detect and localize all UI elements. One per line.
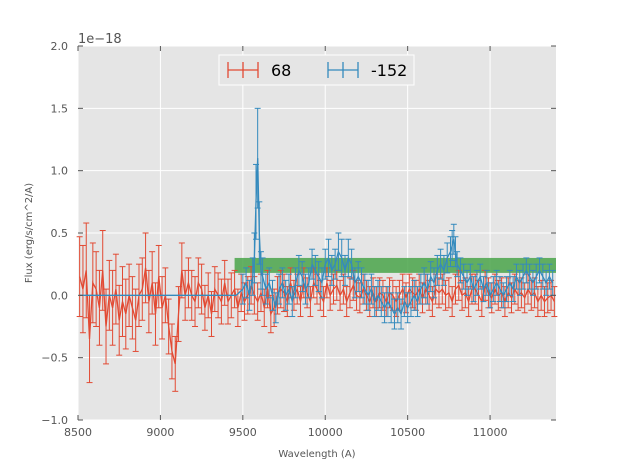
x-tick-label: 9500 (229, 426, 257, 439)
x-tick-label: 11000 (473, 426, 508, 439)
legend: 68 -152 (218, 54, 415, 86)
series-line (78, 267, 555, 365)
axis-ticks (77, 45, 556, 421)
y-tick-labels: −1.0 −0.5 0.0 0.5 1.0 1.5 2.0 (41, 40, 68, 427)
x-tick-label: 9000 (146, 426, 174, 439)
y-axis-label: Flux (erg/s/cm^2/A) (24, 183, 35, 283)
y-offset-label: 1e−18 (78, 32, 122, 47)
y-tick-label: −0.5 (41, 352, 68, 365)
legend-label: -152 (371, 61, 407, 80)
x-axis-label: Wavelength (A) (278, 449, 355, 460)
legend-entry-2: -152 (327, 61, 407, 80)
series-line (79, 158, 554, 316)
legend-label: 68 (271, 61, 291, 80)
y-tick-label: 1.5 (51, 102, 69, 115)
x-tick-label: 8500 (64, 426, 92, 439)
y-tick-label: −1.0 (41, 414, 68, 427)
x-tick-labels: 8500 9000 9500 10000 10500 11000 (64, 426, 508, 439)
y-tick-label: 0.0 (51, 289, 69, 302)
x-tick-label: 10500 (390, 426, 425, 439)
legend-entry-1: 68 (227, 61, 291, 80)
y-tick-label: 1.0 (51, 165, 69, 178)
series-2 (79, 107, 556, 330)
y-tick-label: 0.5 (51, 227, 69, 240)
y-tick-label: 2.0 (51, 40, 69, 53)
data-series (76, 107, 558, 392)
x-tick-label: 10000 (308, 426, 343, 439)
